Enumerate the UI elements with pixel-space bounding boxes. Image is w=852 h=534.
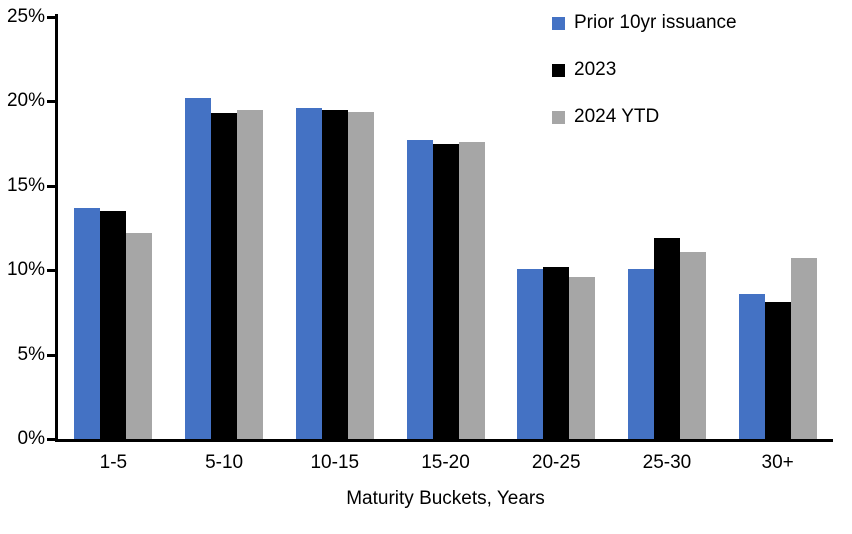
x-axis-title: Maturity Buckets, Years: [346, 488, 545, 509]
bar: [738, 294, 765, 439]
bar: [653, 238, 680, 439]
y-tick-mark: [47, 353, 56, 357]
bar: [458, 142, 485, 439]
legend: Prior 10yr issuance 2023 2024 YTD: [552, 12, 737, 153]
bar-group: [722, 17, 833, 439]
bar: [211, 113, 238, 439]
bar-group: [501, 17, 612, 439]
bar: [74, 208, 101, 439]
x-axis-labels: 1-5 5-10 10-15 15-20 20-25 25-30 30+: [58, 452, 833, 474]
y-tick-mark: [47, 184, 56, 188]
y-tick-label: 5%: [17, 343, 45, 365]
y-tick-mark: [47, 100, 56, 104]
bar: [347, 112, 374, 439]
x-tick-label: 10-15: [310, 452, 360, 473]
x-tick-label: 5-10: [205, 452, 244, 473]
plot-area: [58, 17, 833, 439]
bar-group: [169, 17, 280, 439]
legend-item: Prior 10yr issuance: [552, 12, 737, 34]
bar: [406, 140, 433, 439]
y-tick-mark: [47, 16, 56, 19]
bar: [321, 110, 348, 439]
bar: [185, 98, 212, 439]
legend-swatch: [552, 63, 565, 77]
y-tick-mark: [47, 438, 56, 441]
bar: [543, 267, 570, 439]
x-tick-label: 25-30: [642, 452, 692, 473]
x-tick-label: 15-20: [421, 452, 470, 473]
legend-swatch: [552, 110, 565, 124]
y-tick-label: 15%: [6, 174, 45, 196]
bar-group: [58, 17, 169, 439]
x-tick-label: 20-25: [531, 452, 581, 473]
y-tick-label: 20%: [6, 90, 45, 112]
y-tick-label: 0%: [17, 428, 45, 449]
bar: [295, 108, 322, 439]
legend-label: 2023: [574, 59, 617, 80]
bar: [100, 211, 127, 439]
x-tick-label: 30+: [761, 452, 794, 473]
bar: [517, 269, 544, 439]
y-tick-label: 10%: [6, 259, 45, 281]
bar: [569, 277, 596, 439]
y-axis-line: [55, 14, 58, 442]
bar-group: [279, 17, 390, 439]
legend-item: 2023: [552, 59, 737, 81]
bar-group: [612, 17, 723, 439]
legend-label: Prior 10yr issuance: [574, 12, 737, 33]
bar: [126, 233, 153, 439]
legend-label: 2024 YTD: [574, 106, 660, 127]
bar: [237, 110, 264, 439]
bar: [790, 258, 817, 439]
bar-group: [390, 17, 501, 439]
bar: [679, 252, 706, 439]
bar: [627, 269, 654, 439]
legend-swatch: [552, 16, 565, 30]
x-tick-label: 1-5: [99, 452, 128, 473]
bar: [432, 144, 459, 439]
bar: [764, 302, 791, 439]
y-tick-label: 25%: [6, 6, 45, 27]
y-tick-mark: [47, 269, 56, 273]
x-axis-line: [55, 439, 833, 442]
legend-item: 2024 YTD: [552, 106, 737, 128]
